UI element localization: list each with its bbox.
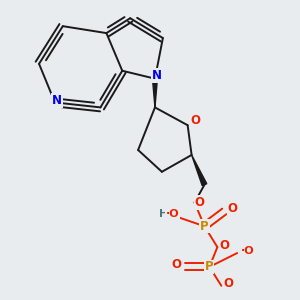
- Text: O: O: [172, 258, 182, 272]
- Text: P: P: [200, 220, 209, 233]
- Text: O: O: [227, 202, 237, 215]
- Text: N: N: [152, 69, 162, 82]
- Text: P: P: [205, 260, 214, 273]
- Text: O: O: [194, 196, 205, 209]
- Text: ·O: ·O: [241, 246, 255, 256]
- Text: O: O: [219, 238, 229, 252]
- Polygon shape: [192, 155, 207, 186]
- Text: O: O: [223, 277, 233, 290]
- Text: ·O: ·O: [166, 209, 180, 219]
- Text: N: N: [52, 94, 62, 107]
- Text: H: H: [159, 209, 169, 219]
- Text: O: O: [190, 114, 201, 127]
- Text: H: H: [244, 246, 254, 256]
- Polygon shape: [152, 79, 158, 107]
